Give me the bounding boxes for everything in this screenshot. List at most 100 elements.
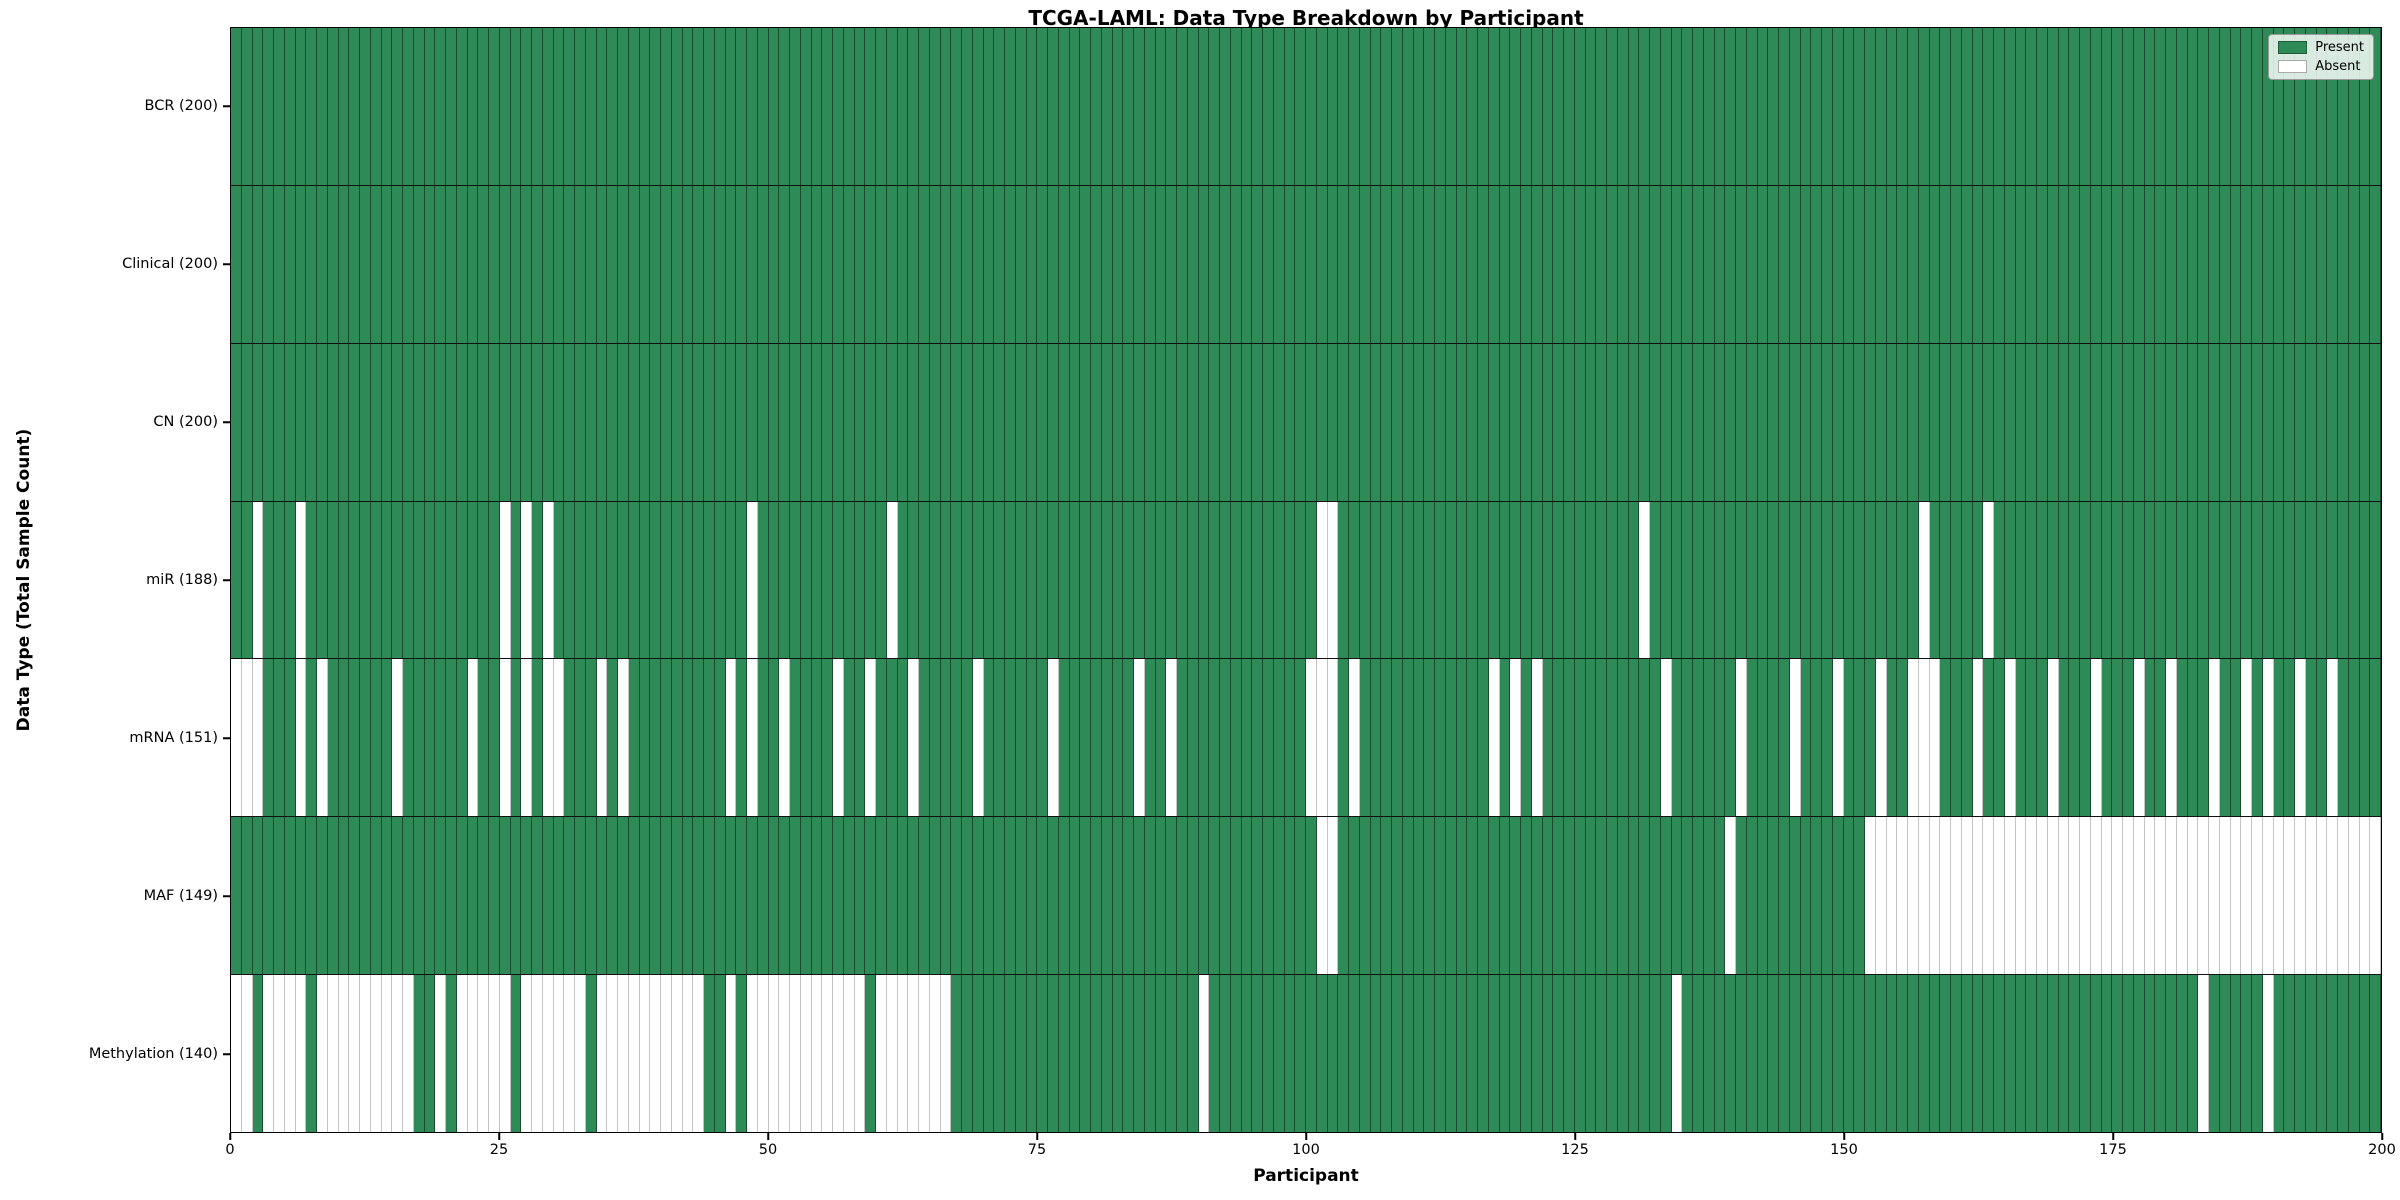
- cell: [768, 185, 780, 343]
- cell: [2004, 817, 2016, 975]
- cell: [2058, 501, 2070, 659]
- cell: [1531, 817, 1543, 975]
- cell: [435, 659, 446, 817]
- cell: [1488, 343, 1500, 501]
- cell: [682, 659, 694, 817]
- cell: [2327, 185, 2338, 343]
- cell: [951, 659, 962, 817]
- cell: [338, 817, 350, 975]
- cell: [338, 501, 350, 659]
- cell: [1230, 501, 1242, 659]
- cell: [1574, 343, 1586, 501]
- cell: [650, 185, 661, 343]
- cell: [392, 817, 403, 975]
- cell: [1198, 501, 1210, 659]
- cell: [2090, 185, 2102, 343]
- cell: [575, 28, 586, 185]
- cell: [607, 185, 618, 343]
- cell: [413, 659, 425, 817]
- cell: [1048, 659, 1059, 817]
- cell: [1908, 501, 1919, 659]
- cell: [306, 28, 317, 185]
- cell: [1865, 185, 1876, 343]
- cell: [833, 185, 844, 343]
- cell: [2155, 28, 2166, 185]
- cell: [2338, 501, 2349, 659]
- cell: [241, 659, 253, 817]
- cell: [2209, 185, 2220, 343]
- cell: [521, 28, 532, 185]
- cell: [1908, 185, 1919, 343]
- cell: [1316, 501, 1328, 659]
- cell: [2187, 817, 2199, 975]
- cell: [349, 185, 360, 343]
- cell: [1048, 343, 1059, 501]
- cell: [1564, 817, 1575, 975]
- cell: [2112, 975, 2123, 1133]
- cell: [1972, 659, 1984, 817]
- cell: [370, 343, 382, 501]
- cell: [639, 185, 651, 343]
- cell: [1166, 501, 1177, 659]
- cell: [1112, 185, 1124, 343]
- cell: [1972, 975, 1984, 1133]
- cell: [252, 185, 264, 343]
- cell: [1327, 343, 1339, 501]
- cell: [1693, 501, 1704, 659]
- cell: [833, 975, 844, 1133]
- cell: [929, 501, 941, 659]
- cell: [274, 817, 285, 975]
- cell: [693, 975, 704, 1133]
- cell: [1660, 659, 1672, 817]
- cell: [2273, 501, 2285, 659]
- plot-area: Present Absent: [230, 27, 2382, 1133]
- cell: [865, 28, 876, 185]
- cell: [1510, 185, 1521, 343]
- cell: [1650, 501, 1661, 659]
- cell: [1456, 501, 1468, 659]
- cell: [1886, 817, 1898, 975]
- cell: [1220, 501, 1231, 659]
- cell: [1263, 501, 1274, 659]
- cell: [843, 975, 855, 1133]
- cell: [1155, 28, 1167, 185]
- cell: [972, 975, 984, 1133]
- cell: [865, 343, 876, 501]
- cell: [1499, 659, 1511, 817]
- cell: [1768, 185, 1779, 343]
- cell: [1478, 975, 1489, 1133]
- cell: [1553, 659, 1564, 817]
- cell: [2262, 975, 2274, 1133]
- x-axis-label: Participant: [1253, 1166, 1359, 1186]
- cell: [1359, 28, 1371, 185]
- cell: [650, 975, 661, 1133]
- cell: [2252, 659, 2263, 817]
- y-tick-label-Methylation: Methylation (140): [88, 1046, 218, 1062]
- cell: [1048, 28, 1059, 185]
- cell: [1349, 501, 1360, 659]
- cell: [2144, 975, 2156, 1133]
- cell: [1037, 501, 1048, 659]
- cell: [456, 501, 468, 659]
- cell: [1435, 28, 1446, 185]
- cell: [2370, 28, 2381, 185]
- cell: [951, 28, 962, 185]
- y-tick-label-miR: miR (188): [146, 572, 218, 588]
- cell: [1886, 185, 1898, 343]
- cell: [2219, 817, 2231, 975]
- cell: [1338, 28, 1349, 185]
- cell: [295, 817, 307, 975]
- cell: [2176, 975, 2188, 1133]
- cell: [532, 28, 543, 185]
- cell: [1671, 501, 1683, 659]
- cell: [2348, 817, 2360, 975]
- cell: [1349, 343, 1360, 501]
- cell: [2037, 659, 2048, 817]
- cell: [1628, 28, 1640, 185]
- cell: [2370, 975, 2381, 1133]
- cell: [865, 185, 876, 343]
- cell: [2112, 185, 2123, 343]
- cell: [575, 185, 586, 343]
- cell: [1284, 501, 1296, 659]
- cell: [919, 817, 930, 975]
